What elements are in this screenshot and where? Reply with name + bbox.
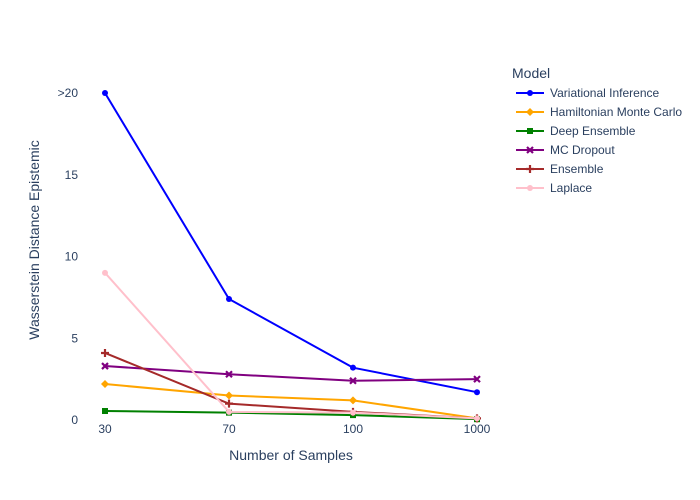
series-line bbox=[104, 410, 478, 421]
data-point bbox=[226, 296, 232, 303]
legend[interactable]: Model Variational Inference Hamiltonian M… bbox=[512, 65, 682, 195]
legend-item[interactable]: MC Dropout bbox=[516, 143, 615, 157]
y-axis-ticks: 0 5 10 15 >20 bbox=[58, 86, 79, 427]
x-tick-label: 100 bbox=[343, 422, 363, 436]
data-point bbox=[101, 348, 109, 357]
legend-marker-swatch bbox=[526, 146, 534, 154]
legend-marker-swatch bbox=[526, 165, 534, 173]
legend-marker-swatch bbox=[526, 108, 534, 116]
legend-label: Deep Ensemble bbox=[550, 124, 636, 138]
legend-label: MC Dropout bbox=[550, 143, 615, 157]
data-point bbox=[349, 376, 357, 385]
x-axis-title: Number of Samples bbox=[229, 447, 353, 463]
legend-marker-swatch bbox=[527, 185, 533, 191]
y-tick-label: 0 bbox=[71, 413, 78, 427]
series-line bbox=[104, 352, 478, 420]
x-tick-label: 70 bbox=[222, 422, 236, 436]
x-tick-label: 1000 bbox=[464, 422, 491, 436]
data-point bbox=[225, 391, 233, 400]
legend-title: Model bbox=[512, 65, 550, 81]
data-point bbox=[102, 408, 108, 415]
data-point bbox=[101, 380, 109, 389]
data-point bbox=[225, 370, 233, 378]
data-point bbox=[350, 409, 356, 416]
legend-item[interactable]: Laplace bbox=[516, 181, 592, 195]
series-line bbox=[104, 365, 478, 382]
data-point bbox=[226, 408, 232, 415]
series-variational-inference bbox=[102, 90, 480, 396]
plot-area bbox=[101, 90, 481, 423]
y-tick-label: >20 bbox=[58, 86, 79, 100]
y-tick-label: 15 bbox=[65, 168, 79, 182]
data-point bbox=[102, 269, 108, 276]
legend-marker-swatch bbox=[527, 128, 533, 134]
legend-item[interactable]: Deep Ensemble bbox=[516, 124, 636, 138]
data-point bbox=[102, 90, 108, 96]
data-point bbox=[101, 362, 109, 370]
series-line bbox=[104, 272, 478, 420]
legend-label: Hamiltonian Monte Carlo bbox=[550, 105, 682, 119]
y-tick-label: 5 bbox=[71, 331, 78, 345]
x-axis-ticks: 30 70 100 1000 bbox=[98, 422, 490, 436]
legend-item[interactable]: Variational Inference bbox=[516, 86, 660, 100]
data-point bbox=[350, 364, 356, 371]
legend-label: Laplace bbox=[550, 181, 592, 195]
y-axis-title: Wasserstein Distance Epistemic bbox=[26, 140, 42, 339]
legend-label: Variational Inference bbox=[550, 86, 660, 100]
x-tick-label: 30 bbox=[98, 422, 112, 436]
legend-marker-swatch bbox=[527, 90, 533, 96]
data-point bbox=[474, 389, 480, 396]
series-mc-dropout bbox=[101, 362, 481, 385]
legend-item[interactable]: Hamiltonian Monte Carlo bbox=[516, 105, 682, 119]
legend-item[interactable]: Ensemble bbox=[516, 162, 604, 176]
series-line bbox=[104, 92, 478, 394]
series-line bbox=[104, 383, 478, 420]
data-point bbox=[349, 396, 357, 405]
series-laplace bbox=[102, 269, 480, 422]
data-point bbox=[473, 375, 481, 383]
legend-label: Ensemble bbox=[550, 162, 604, 176]
data-point bbox=[474, 415, 480, 422]
data-point bbox=[225, 399, 233, 408]
y-tick-label: 10 bbox=[65, 250, 79, 264]
